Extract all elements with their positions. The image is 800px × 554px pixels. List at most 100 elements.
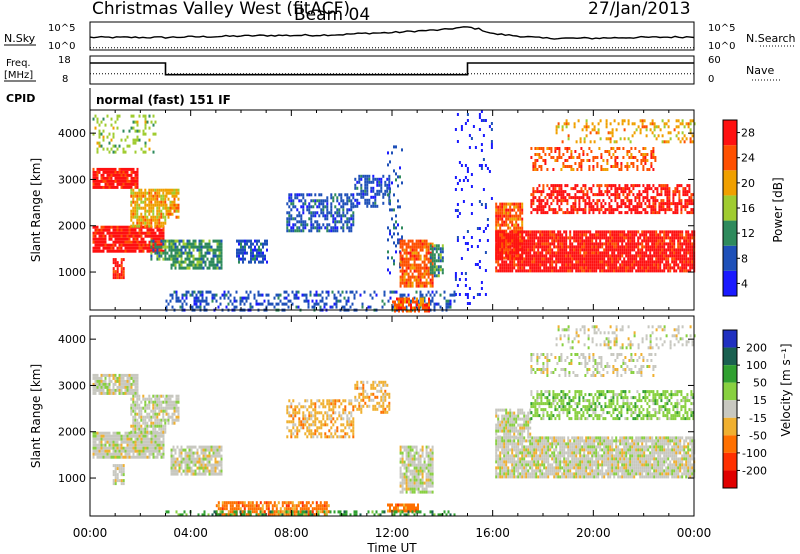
cell-power-cells-18 bbox=[659, 248, 662, 252]
cell-power-cells-12 bbox=[419, 245, 422, 249]
cell-power-cells-3 bbox=[148, 221, 151, 225]
cell-power-cells-18 bbox=[527, 239, 530, 243]
cell-power-cells-9 bbox=[324, 199, 327, 203]
cell-power-cells-17 bbox=[521, 205, 524, 209]
cell-power-cells-18 bbox=[677, 248, 680, 252]
cell-power-cells-21 bbox=[685, 137, 688, 141]
cell-power-cells-18 bbox=[661, 236, 664, 240]
cell-power-cells-8 bbox=[258, 260, 260, 264]
cell-power-cells-18 bbox=[649, 266, 652, 270]
cell-power-cells-21 bbox=[565, 125, 568, 129]
cell-power-cells-8 bbox=[254, 257, 256, 261]
cell-power-cells-4 bbox=[154, 132, 157, 136]
cell-power-cells-4 bbox=[138, 114, 141, 118]
cell-power-cells-4 bbox=[112, 144, 115, 148]
cell-power-cells-10 bbox=[388, 195, 391, 199]
cell-power-cells-3 bbox=[138, 215, 141, 219]
cell-power-cells-9 bbox=[318, 226, 321, 230]
cell-power-cells-19 bbox=[550, 193, 553, 197]
cell-power-cells-1 bbox=[140, 237, 143, 241]
cell-power-cells-19 bbox=[588, 208, 591, 212]
cell-power-cells-12 bbox=[421, 248, 424, 252]
cell-power-cells-20 bbox=[616, 156, 619, 159]
cell-power-cells-18 bbox=[647, 245, 650, 249]
cell-power-cells-18 bbox=[497, 233, 500, 237]
cell-power-cells-9 bbox=[294, 229, 297, 233]
cell-power-cells-0 bbox=[106, 182, 109, 186]
cell-power-cells-10 bbox=[364, 186, 367, 190]
cell-power-cells-9 bbox=[316, 220, 319, 224]
cell-power-cells-9 bbox=[318, 214, 321, 218]
power-ylabel: Slant Range [km] bbox=[29, 158, 43, 262]
cell-power-cells-12 bbox=[411, 242, 414, 246]
cell-power-cells-19 bbox=[652, 190, 655, 194]
cell-power-cells-20 bbox=[592, 159, 595, 162]
cell-power-cells-4 bbox=[134, 150, 137, 154]
cell-power-cells-19 bbox=[566, 208, 569, 212]
cell-power-cells-0 bbox=[106, 176, 109, 180]
cell-power-cells-1 bbox=[124, 231, 127, 235]
cell-power-cells-21 bbox=[663, 140, 666, 144]
cell-power-cells-20 bbox=[550, 156, 553, 159]
cell-power-cells-13 bbox=[435, 247, 438, 251]
cell-power-cells-18 bbox=[537, 269, 540, 273]
cell-power-cells-15 bbox=[307, 299, 310, 303]
cell-power-cells-6 bbox=[174, 266, 177, 270]
cell-power-cells-1 bbox=[118, 243, 121, 247]
cell-power-cells-17 bbox=[495, 214, 498, 218]
cell-power-cells-12 bbox=[425, 266, 428, 270]
cell-power-cells-18 bbox=[681, 254, 684, 258]
cell-power-cells-17 bbox=[509, 214, 512, 218]
cell-power-cells-18 bbox=[641, 230, 644, 234]
cell-power-cells-0 bbox=[118, 182, 121, 186]
cell-power-cells-19 bbox=[606, 184, 609, 188]
cell-power-cells-21 bbox=[565, 119, 568, 123]
cell-power-cells-4 bbox=[122, 147, 125, 151]
cell-power-cells-18 bbox=[579, 245, 582, 249]
cell-power-cells-19 bbox=[570, 196, 573, 200]
frequency-frame bbox=[89, 55, 695, 85]
cell-power-cells-1 bbox=[122, 234, 125, 238]
cell-power-cells-18 bbox=[653, 263, 656, 267]
cell-power-cells-6 bbox=[190, 242, 193, 246]
cell-power-cells-18 bbox=[547, 248, 550, 252]
cell-power-cells-8 bbox=[250, 248, 252, 252]
cell-power-cells-12 bbox=[419, 263, 422, 267]
cell-power-cells-15 bbox=[275, 293, 278, 297]
cell-power-cells-18 bbox=[529, 248, 532, 252]
cell-power-cells-21 bbox=[621, 119, 624, 123]
cell-power-cells-19 bbox=[656, 199, 659, 203]
cell-power-cells-18 bbox=[609, 263, 612, 267]
cell-power-cells-7 bbox=[150, 239, 153, 243]
cell-vel-cells-0 bbox=[104, 373, 107, 377]
cell-power-cells-18 bbox=[549, 248, 552, 252]
cell-power-cells-18 bbox=[521, 245, 524, 249]
cell-power-cells-6 bbox=[216, 263, 219, 267]
cell-power-cells-9 bbox=[296, 229, 299, 233]
cell-power-cells-9 bbox=[320, 193, 323, 197]
cell-power-cells-19 bbox=[636, 205, 639, 209]
cell-power-cells-17 bbox=[521, 202, 524, 206]
cell-power-cells-18 bbox=[531, 236, 534, 240]
cell-power-cells-15 bbox=[247, 293, 250, 297]
cell-power-cells-18 bbox=[495, 236, 498, 240]
cell-power-cells-8 bbox=[240, 257, 242, 261]
cell-power-cells-18 bbox=[605, 254, 608, 258]
cell-power-cells-15 bbox=[171, 296, 174, 300]
cell-power-cells-5 bbox=[175, 188, 178, 192]
cell-power-cells-19 bbox=[596, 205, 599, 209]
cell-power-cells-18 bbox=[689, 263, 692, 267]
cell-power-cells-6 bbox=[212, 239, 215, 243]
cell-power-cells-18 bbox=[549, 266, 552, 270]
cell-power-cells-20 bbox=[558, 150, 561, 153]
cell-power-cells-15 bbox=[193, 296, 196, 300]
cell-power-cells-12 bbox=[423, 254, 426, 258]
cell-power-cells-18 bbox=[567, 245, 570, 249]
cell-power-cells-17 bbox=[505, 217, 508, 221]
cell-power-cells-18 bbox=[657, 242, 660, 246]
cell-power-cells-21 bbox=[669, 131, 672, 135]
cell-power-cells-15 bbox=[287, 299, 290, 303]
cell-power-cells-3 bbox=[164, 221, 167, 225]
cell-power-cells-12 bbox=[419, 257, 422, 261]
cell-power-cells-18 bbox=[553, 245, 556, 249]
